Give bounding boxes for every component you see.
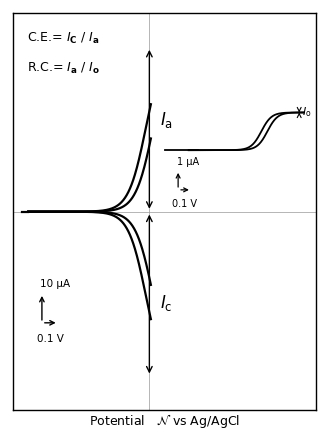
Text: 0.1 V: 0.1 V (37, 334, 64, 344)
Text: Potential   $\mathcal{N}$ vs Ag/AgCl: Potential $\mathcal{N}$ vs Ag/AgCl (89, 412, 240, 430)
Text: 10 μA: 10 μA (40, 279, 70, 289)
Text: 1 μA: 1 μA (177, 157, 199, 167)
Text: C.E.= $I_\mathbf{C}$ / $I_\mathbf{a}$: C.E.= $I_\mathbf{C}$ / $I_\mathbf{a}$ (27, 31, 99, 46)
Text: 0.1 V: 0.1 V (172, 198, 197, 209)
Text: $I_\mathrm{c}$: $I_\mathrm{c}$ (160, 293, 172, 314)
Text: $I_\mathrm{o}$: $I_\mathrm{o}$ (302, 105, 312, 120)
Text: $I_\mathrm{a}$: $I_\mathrm{a}$ (160, 110, 173, 130)
Text: R.C.= $I_\mathbf{a}$ / $I_\mathbf{o}$: R.C.= $I_\mathbf{a}$ / $I_\mathbf{o}$ (27, 61, 100, 76)
